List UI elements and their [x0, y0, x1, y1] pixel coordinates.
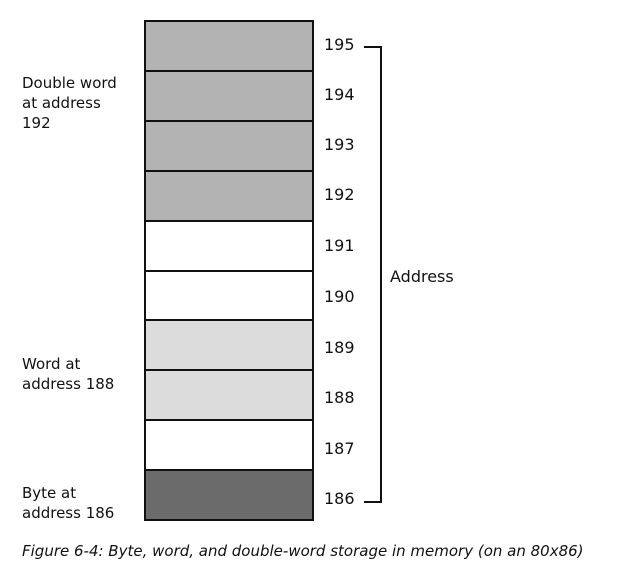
address-label-186: 186	[324, 489, 355, 508]
address-label-194: 194	[324, 85, 355, 104]
address-bracket-label: Address	[390, 267, 454, 286]
memory-cell-188	[146, 371, 312, 422]
figure-caption: Figure 6-4: Byte, word, and double-word …	[22, 542, 584, 560]
memory-cell-194	[146, 71, 312, 122]
memory-cell-189	[146, 321, 312, 372]
memory-cell-192	[146, 171, 312, 222]
address-label-192: 192	[324, 185, 355, 204]
memory-cell-186	[146, 471, 312, 520]
address-label-193: 193	[324, 135, 355, 154]
address-bracket	[364, 46, 382, 503]
memory-cell-187	[146, 421, 312, 472]
memory-cell-195	[146, 22, 312, 72]
address-label-191: 191	[324, 236, 355, 255]
address-label-195: 195	[324, 35, 355, 54]
memory-cell-190	[146, 271, 312, 322]
dword-label: Double word at address 192	[22, 74, 117, 132]
address-label-189: 189	[324, 338, 355, 357]
address-label-190: 190	[324, 287, 355, 306]
word-label: Word at address 188	[22, 355, 115, 393]
byte-label: Byte at address 186	[22, 484, 115, 522]
memory-cell-191	[146, 221, 312, 272]
address-label-188: 188	[324, 388, 355, 407]
memory-cell-193	[146, 121, 312, 172]
memory-column	[144, 20, 314, 521]
address-label-187: 187	[324, 439, 355, 458]
